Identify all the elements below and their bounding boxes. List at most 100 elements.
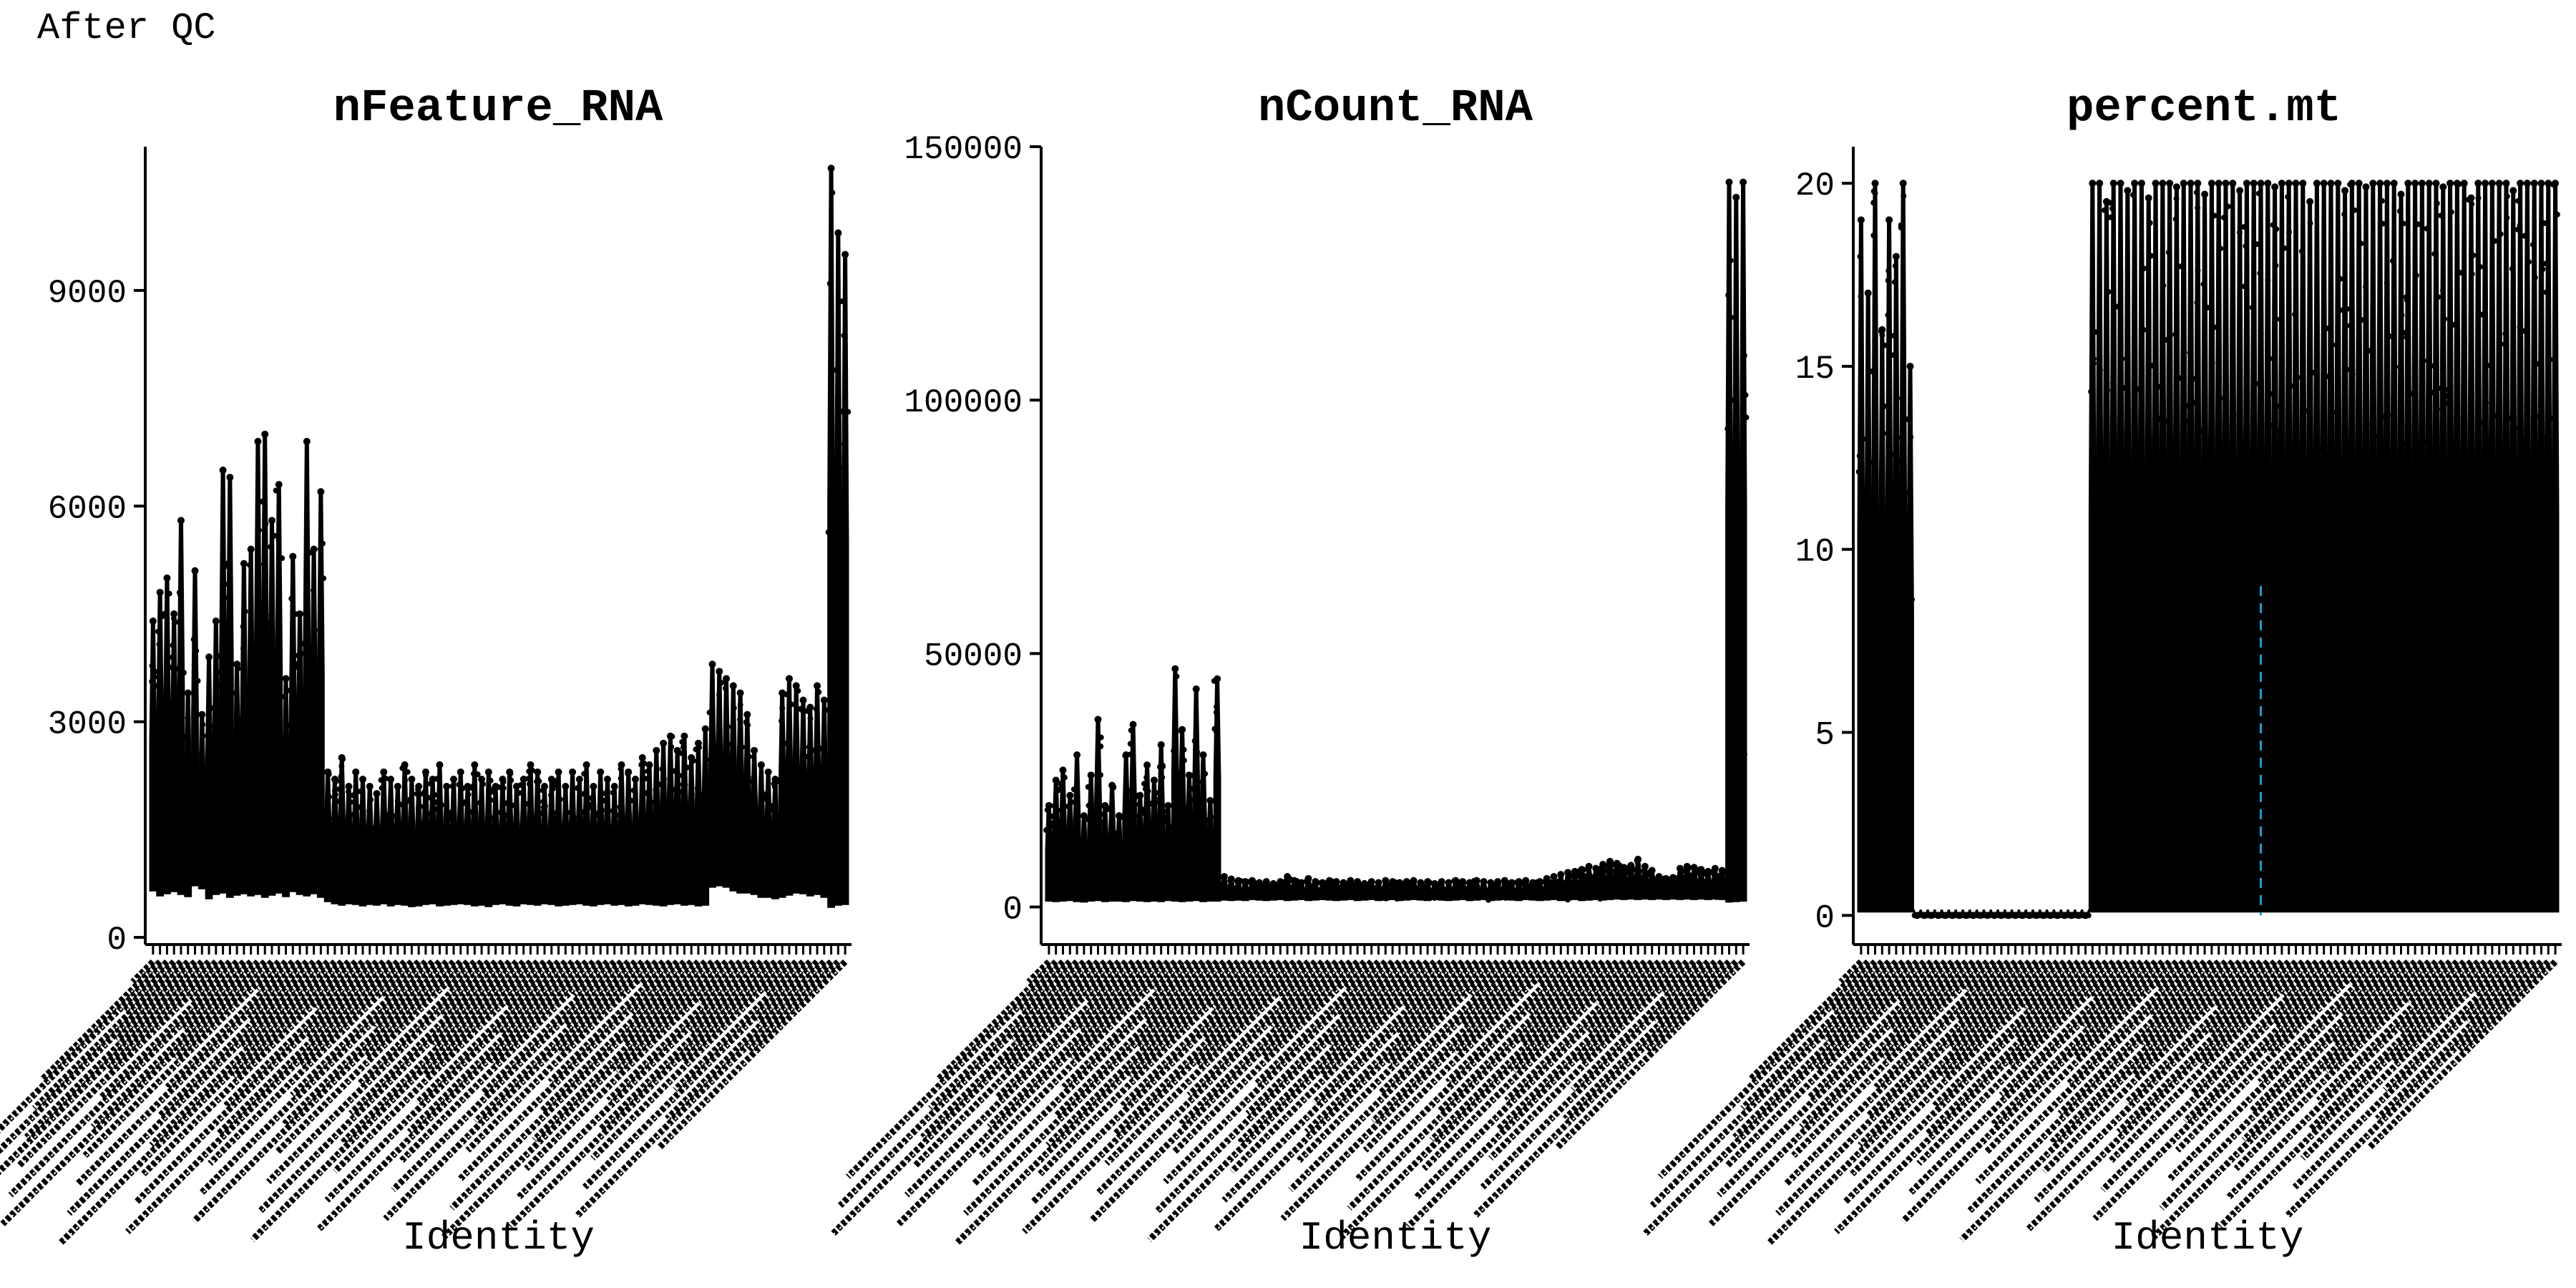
point [1087,818,1093,824]
violin-points [1064,791,1075,889]
x-tick-label [380,959,421,1000]
point [2109,180,2117,187]
y-tick-label: 150000 [904,131,1023,168]
point [1741,352,1747,358]
point [599,807,605,814]
point [2114,765,2121,771]
point [242,608,248,615]
point [155,628,161,635]
point [1870,200,1877,206]
point [200,721,206,728]
point [2482,503,2488,509]
violin-points [1855,216,1868,608]
x-tick-label-gap [1362,965,1552,1156]
point [1716,876,1722,882]
point [1592,877,1599,883]
point [458,853,464,859]
point [2101,578,2107,585]
violin-points [1220,873,1229,895]
point [2299,180,2307,187]
violin-points [1113,812,1123,884]
point [2285,194,2291,200]
violin-points [1694,866,1706,896]
point [734,808,741,814]
point [2160,333,2166,339]
point [1885,268,1892,274]
point [2351,207,2358,213]
point [694,739,702,747]
violin-points [1108,781,1118,872]
x-tick-label-gap [2174,965,2364,1156]
point [1962,912,1970,919]
point [2223,347,2229,353]
point [1702,889,1709,896]
x-tick-label [2284,959,2544,1219]
x-tick-label [2073,959,2172,1058]
x-tick-label [845,959,1065,1179]
point [419,820,426,826]
violin [2222,182,2230,913]
violin-points [175,517,187,688]
x-tick-label-gap [1436,965,1587,1116]
x-tick-label [2198,959,2306,1066]
point [1179,726,1186,733]
point [2333,342,2340,348]
point [1612,888,1619,894]
violin-points [1135,791,1144,876]
point [555,899,562,906]
x-tick-label-gap [164,965,291,1093]
point [2369,180,2377,187]
point [2399,312,2405,318]
point [226,562,233,568]
point [534,768,542,776]
point [746,753,753,760]
point [2321,519,2327,525]
x-tick-label [572,959,610,997]
x-tick-label [1708,959,1976,1226]
x-tick-label-gap [655,965,843,1153]
x-tick-label [2265,959,2361,1055]
point [483,834,489,841]
point [2298,677,2305,683]
point [2343,813,2349,819]
point [1892,263,1898,269]
x-tick-label-gap [23,965,200,1142]
x-tick-label-gap [2472,965,2504,997]
x-tick-label-gap [1111,965,1285,1140]
point [2019,912,2026,919]
violin-points [2213,180,2225,835]
x-tick-label [481,959,617,1095]
x-tick-label [2140,959,2228,1048]
violin-points [1682,862,1693,884]
violin [2439,186,2447,913]
point [2236,187,2244,195]
x-tick-label [1319,959,1438,1077]
x-tick-label [1347,959,1599,1211]
point [631,823,638,829]
violin [1199,754,1207,902]
violin-points [1171,665,1181,884]
x-tick-label-gap [230,965,347,1082]
point [2385,412,2391,419]
point [2292,180,2300,187]
violin-points [1443,879,1453,899]
point [665,801,672,807]
point [1181,757,1187,763]
x-tick-label-gap [1840,965,2084,1208]
point [308,717,315,723]
point [1358,888,1365,894]
point [351,799,358,805]
violin [2495,182,2504,913]
violin-points [2164,180,2175,675]
point [1564,869,1572,877]
point [1158,794,1164,801]
point [1164,801,1172,809]
violin [2298,182,2307,913]
point [2107,214,2114,220]
point [570,814,577,820]
point [2489,784,2496,790]
point [343,868,350,874]
point [1619,874,1626,880]
x-tick-label [74,959,303,1187]
point [1206,829,1212,835]
